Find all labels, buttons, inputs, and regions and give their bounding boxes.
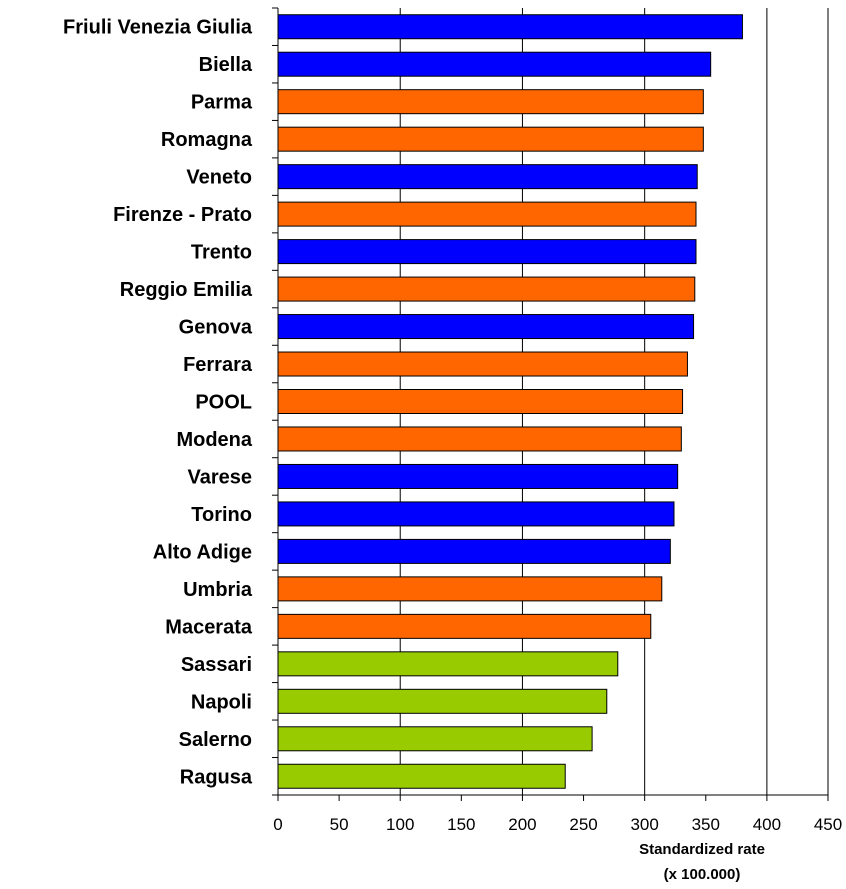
category-label: Alto Adige [153,541,252,563]
bars [277,14,743,789]
category-label: Ragusa [180,766,253,788]
x-axis-title-line1: Standardized rate [639,841,765,858]
x-tick-label: 350 [692,815,720,834]
x-tick-label: 450 [814,815,842,834]
category-label: Firenze - Prato [113,204,252,226]
bar-salerno [277,726,593,752]
x-tick-label: 400 [753,815,781,834]
bar-pool [277,389,684,414]
bar-trento [277,239,697,265]
bar-reggio-emilia [277,276,696,302]
category-label: Varese [187,466,252,488]
category-label: Reggio Emilia [120,279,253,301]
bar-ferrara [277,351,688,377]
category-label: Napoli [191,691,252,713]
bar-ragusa [277,763,566,789]
x-tick-label: 200 [508,815,536,834]
category-label: Modena [176,429,252,451]
x-tick-label: 50 [330,815,349,834]
bar-alto-adige [277,538,671,564]
bar-friuli-venezia-giulia [277,14,743,40]
x-tick-label: 300 [630,815,658,834]
bar-varese [277,463,679,489]
axes [272,7,829,801]
x-tick-label: 0 [273,815,282,834]
category-label: Genova [179,317,253,339]
category-label: Umbria [183,579,253,601]
x-tick-label: 250 [569,815,597,834]
bar-parma [277,89,704,115]
x-axis-title-line2: (x 100.000) [664,866,741,883]
bar-umbria [277,576,663,602]
category-label: Salerno [179,729,252,751]
bar-sassari [277,651,619,677]
bar-macerata [277,613,652,639]
category-label: Trento [191,242,252,264]
bar-napoli [277,688,608,714]
category-label: Ferrara [183,354,253,376]
category-label: Sassari [181,654,252,676]
bar-torino [277,501,675,527]
category-label: Veneto [186,167,252,189]
tick-labels: 0 50 100 150 200 250 300 350 400 450 [273,815,842,834]
category-label: Torino [191,504,252,526]
category-label: Parma [191,92,253,114]
x-tick-label: 150 [447,815,475,834]
bar-romagna [277,126,704,152]
bar-genova [277,314,695,340]
category-label: Macerata [165,616,253,638]
category-label: POOL [195,392,252,414]
bar-firenze-prato [277,201,697,227]
category-label: Biella [199,54,253,76]
bar-veneto [277,164,698,190]
category-label: Romagna [161,129,253,151]
x-tick-label: 100 [386,815,414,834]
bar-biella [277,51,712,77]
category-labels: Friuli Venezia Giulia Biella Parma Romagna V… [63,17,253,789]
category-label: Friuli Venezia Giulia [63,17,253,39]
bar-modena [277,426,682,452]
